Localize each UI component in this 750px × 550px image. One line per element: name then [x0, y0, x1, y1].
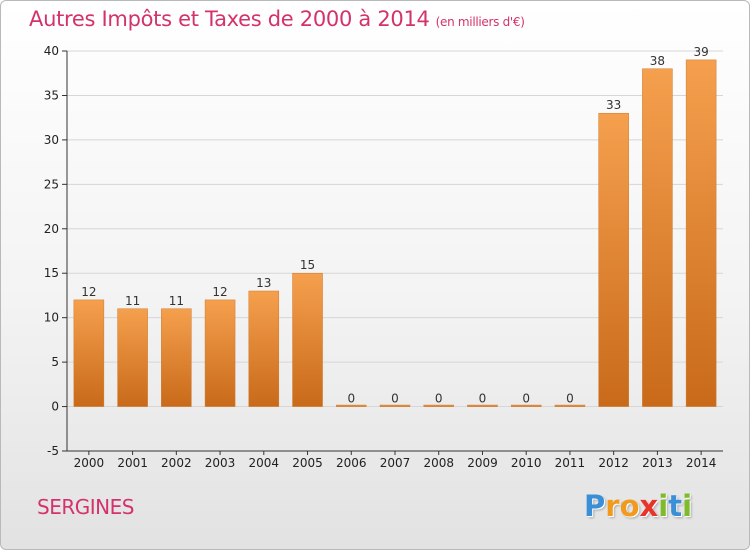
- bar-2008: [423, 404, 454, 407]
- data-label-2011: 0: [566, 392, 574, 406]
- bar-2001: [117, 308, 148, 407]
- bar-2005: [292, 272, 323, 407]
- axes: -5 0 5 10 15 20 25 30 35 40 2000 2001 2002 2003 2004 20…: [44, 44, 723, 470]
- data-label-2000: 12: [81, 285, 96, 299]
- data-label-2003: 12: [212, 285, 227, 299]
- data-label-2008: 0: [435, 392, 443, 406]
- data-label-2006: 0: [347, 392, 355, 406]
- logo-letter: r: [605, 489, 620, 523]
- x-tick-label-2011: 2011: [555, 456, 586, 470]
- bar-2010: [510, 404, 542, 407]
- x-tick-label-2010: 2010: [511, 456, 542, 470]
- logo-letter: P: [584, 489, 606, 523]
- bar-2012: [598, 112, 629, 407]
- data-label-2002: 11: [169, 294, 184, 308]
- bar-2011: [554, 404, 586, 407]
- bar-2000: [73, 299, 105, 407]
- y-tick-label: 10: [44, 311, 59, 325]
- x-tick-label-2006: 2006: [336, 456, 367, 470]
- y-tick-label: 20: [44, 222, 59, 236]
- x-tick-label-2001: 2001: [117, 456, 148, 470]
- data-label-2012: 33: [606, 98, 621, 112]
- bar-2006: [336, 404, 367, 407]
- logo-letter: x: [639, 489, 659, 523]
- bars: [73, 59, 717, 407]
- logo-letter: i: [682, 489, 693, 523]
- x-tick-label-2009: 2009: [467, 456, 498, 470]
- y-tick-label: 25: [44, 177, 59, 191]
- bar-2004: [248, 290, 280, 407]
- x-tick-label-2013: 2013: [642, 456, 673, 470]
- y-tick-label: 35: [44, 88, 59, 102]
- chart-unit: (en milliers d'€): [435, 15, 525, 29]
- x-tick-label-2002: 2002: [161, 456, 192, 470]
- bar-2007: [379, 404, 411, 407]
- x-tick-label-2014: 2014: [686, 456, 717, 470]
- data-label-2013: 38: [650, 54, 665, 68]
- x-tick-label-2005: 2005: [292, 456, 323, 470]
- y-tick-label: 30: [44, 133, 59, 147]
- data-label-2005: 15: [300, 258, 315, 272]
- logo-letter: o: [619, 489, 640, 523]
- bar-2014: [685, 59, 717, 407]
- bar-2002: [161, 308, 192, 407]
- x-tick-label-2004: 2004: [249, 456, 280, 470]
- logo-letter: t: [668, 489, 683, 523]
- data-label-2007: 0: [391, 392, 399, 406]
- y-tick-label: 0: [51, 400, 59, 414]
- y-tick-label: -5: [47, 444, 59, 458]
- logo-letter: i: [658, 489, 669, 523]
- bar-2003: [204, 299, 236, 407]
- chart-title-text: Autres Impôts et Taxes de 2000 à 2014: [29, 7, 430, 31]
- bar-2013: [642, 68, 673, 407]
- data-labels: 12 11 11 12 13 15 0 0 0 0 0 0 33 38 39: [81, 45, 709, 406]
- data-label-2014: 39: [693, 45, 708, 59]
- y-tick-label: 5: [51, 355, 59, 369]
- chart-title: Autres Impôts et Taxes de 2000 à 2014 (en…: [29, 7, 525, 31]
- x-tick-label-2003: 2003: [205, 456, 236, 470]
- data-label-2001: 11: [125, 294, 140, 308]
- data-label-2010: 0: [522, 392, 530, 406]
- x-tick-label-2007: 2007: [380, 456, 411, 470]
- proxiti-logo[interactable]: Proxiti: [584, 489, 692, 523]
- y-tick-label: 40: [44, 44, 59, 58]
- x-tick-label-2000: 2000: [74, 456, 105, 470]
- x-tick-label-2008: 2008: [423, 456, 454, 470]
- data-label-2004: 13: [256, 276, 271, 290]
- bar-2009: [467, 404, 498, 407]
- commune-name: SERGINES: [37, 495, 134, 519]
- data-label-2009: 0: [479, 392, 487, 406]
- x-tick-label-2012: 2012: [598, 456, 629, 470]
- y-tick-label: 15: [44, 266, 59, 280]
